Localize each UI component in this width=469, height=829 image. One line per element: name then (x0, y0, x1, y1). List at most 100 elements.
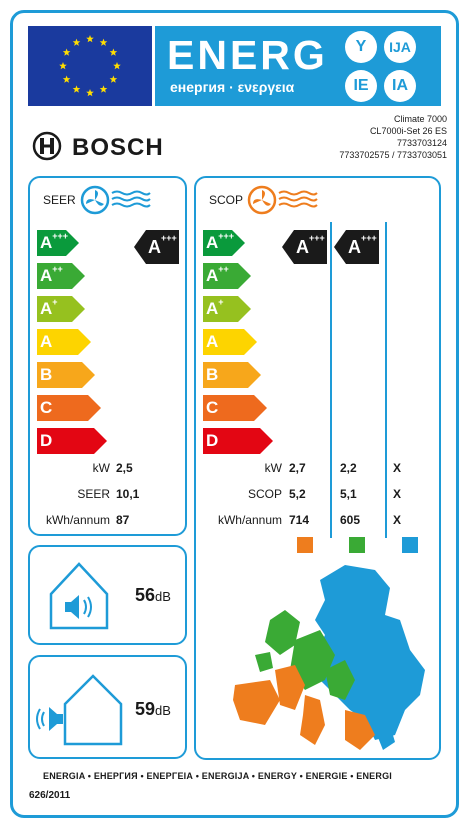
europe-climate-map (233, 565, 425, 750)
scop-row-v1-scop: 5,2 (289, 487, 306, 501)
scop-scale-plus: ++ (218, 264, 229, 274)
seer-scale-bar: C (37, 395, 101, 421)
scop-column-divider-1 (330, 222, 332, 538)
scop-row-v2-annum: 605 (340, 513, 361, 527)
scop-rating-average-letter: A (348, 237, 361, 257)
seer-row-value-annum: 87 (116, 513, 130, 527)
seer-scale-plus: ++ (52, 264, 63, 274)
eu-stars-icon (59, 35, 121, 97)
seer-rating-letter: A (148, 237, 161, 257)
scop-row-v2-kw: 2,2 (340, 461, 357, 475)
seer-rating-plus: +++ (161, 233, 177, 243)
scop-rating-warm-letter: A (296, 237, 309, 257)
seer-title: SEER (43, 193, 76, 207)
scop-scale-letter: B (206, 365, 219, 384)
scop-scale-bar: D (203, 428, 273, 454)
model-info: Climate 7000 CL7000i-Set 26 ES 773370312… (339, 113, 447, 161)
scop-column-divider-2 (385, 222, 387, 538)
eu-star-icon (109, 48, 118, 56)
scop-row-label-kw: kW (264, 461, 282, 475)
seer-row-label-kw: kW (92, 461, 110, 475)
lang-letter-ie: IE (345, 70, 377, 102)
eu-star-icon (113, 62, 121, 70)
scop-scale-bar: B (203, 362, 261, 388)
zone-square-warmer (297, 537, 313, 553)
scop-scale-letter: A (206, 299, 219, 318)
scop-row-v1-kw: 2,7 (289, 461, 306, 475)
scop-row-label-annum: kWh/annum (217, 513, 282, 527)
scop-scale-bar: A+++ (203, 230, 245, 256)
seer-row-value-kw: 2,5 (116, 461, 133, 475)
seer-row-label-seer: SEER (77, 487, 110, 501)
eu-flag (28, 26, 152, 106)
seer-scale-plus: +++ (52, 231, 69, 241)
seer-scale-letter: D (40, 431, 53, 450)
outdoor-speaker-icon (36, 674, 123, 746)
outdoor-noise-number: 59 (135, 699, 156, 719)
scop-scale-letter: A (206, 233, 219, 252)
model-line-3: 7733703124 (396, 138, 447, 148)
lang-letter-ia: IA (384, 70, 416, 102)
indoor-noise-unit: dB (155, 589, 171, 604)
model-line-1: Climate 7000 (393, 114, 447, 124)
scop-scale-letter: A (206, 266, 219, 285)
eu-star-icon (86, 89, 94, 97)
scop-scale-bar: C (203, 395, 267, 421)
seer-scale-letter: A (40, 299, 53, 318)
scop-rating-warm-plus: +++ (309, 233, 325, 243)
eu-star-icon (62, 48, 71, 56)
scop-scale-plus: + (218, 297, 224, 307)
energy-title: ENERG (167, 32, 328, 78)
scop-row-v3-kw: X (393, 461, 402, 475)
energy-subtitle: енергия · ενεργεια (170, 79, 295, 95)
model-line-4: 7733702575 / 7733703051 (339, 150, 447, 160)
scop-row-v3-scop: X (393, 487, 402, 501)
scop-scale-letter: A (206, 332, 219, 351)
seer-scale-letter: A (40, 266, 53, 285)
seer-scale-letter: B (40, 365, 53, 384)
eu-star-icon (99, 85, 108, 93)
cooling-fan-icon (80, 185, 151, 215)
scop-row-v1-annum: 714 (289, 513, 310, 527)
seer-scale-letter: C (40, 398, 53, 417)
scop-scale-letter: C (206, 398, 219, 417)
footer-languages: ENERGIA • ЕНЕРГИЯ • ΕΝΕΡΓΕΙΑ • ENERGIJA … (43, 771, 392, 781)
indoor-noise-number: 56 (135, 585, 156, 605)
outdoor-noise-panel (28, 655, 187, 759)
seer-scale-bar: B (37, 362, 95, 388)
heating-fan-icon (247, 185, 318, 215)
indoor-speaker-icon (49, 562, 109, 630)
scop-row-label-scop: SCOP (247, 487, 282, 501)
scop-rating-average-plus: +++ (361, 233, 377, 243)
eu-star-icon (99, 38, 108, 46)
seer-scale-letter: A (40, 332, 53, 351)
bosch-logo-icon (32, 131, 62, 161)
regulation-number: 626/2011 (29, 790, 71, 801)
eu-star-icon (86, 35, 94, 43)
eu-star-icon (59, 62, 67, 70)
scop-scale-plus: +++ (218, 231, 235, 241)
lang-letter-y: Y (345, 31, 377, 63)
model-line-2: CL7000i-Set 26 ES (369, 126, 447, 136)
seer-row-label-annum: kWh/annum (45, 513, 110, 527)
zone-square-colder (402, 537, 418, 553)
scop-scale-bar: A (203, 329, 257, 355)
scop-title: SCOP (209, 193, 244, 207)
outdoor-noise-value: 59dB (135, 699, 171, 720)
seer-row-value-seer: 10,1 (116, 487, 140, 501)
seer-scale-letter: A (40, 233, 53, 252)
zone-square-average (349, 537, 365, 553)
scop-row-v2-scop: 5,1 (340, 487, 357, 501)
seer-scale-plus: + (52, 297, 58, 307)
eu-star-icon (72, 85, 81, 93)
lang-letter-ija: IJA (384, 31, 416, 63)
eu-star-icon (62, 75, 71, 83)
indoor-noise-value: 56dB (135, 585, 171, 606)
eu-star-icon (109, 75, 118, 83)
brand-name: BOSCH (72, 134, 164, 161)
scop-scale-letter: D (206, 431, 219, 450)
eu-star-icon (72, 38, 81, 46)
seer-scale-bar: A (37, 329, 91, 355)
outdoor-noise-unit: dB (155, 703, 171, 718)
scop-row-v3-annum: X (393, 513, 402, 527)
